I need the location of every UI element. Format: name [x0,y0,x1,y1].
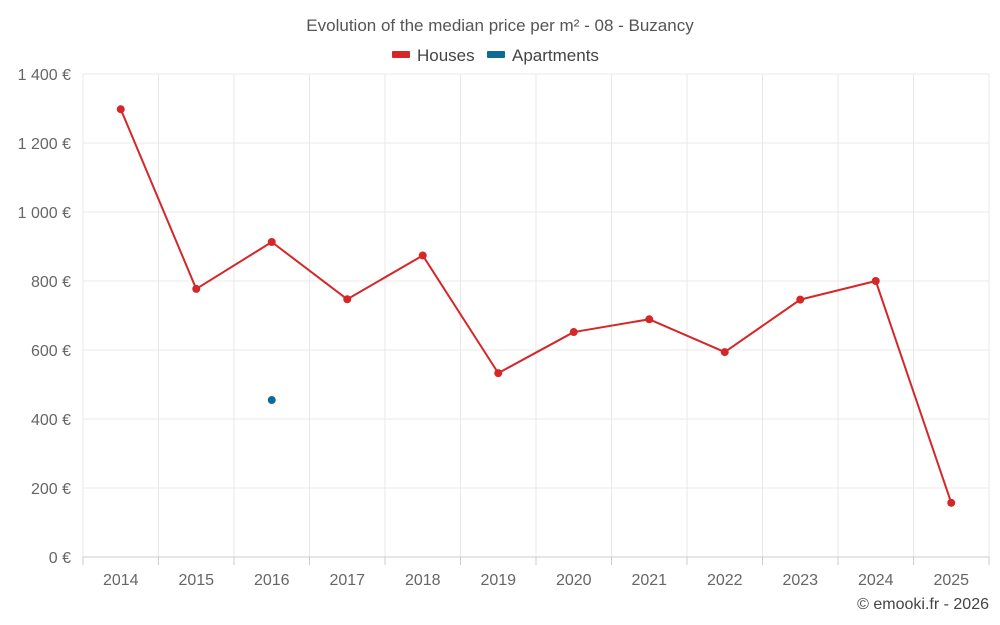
axes: 0 € 200 € 400 € 600 € 800 € 1 000 € 1 200 € 1 4… [18,67,990,589]
series [116,105,956,507]
data-point-houses-2021[interactable] [645,315,654,324]
chart-title: Evolution of the median price per m² - 0… [306,16,694,35]
series-line-houses [119,108,953,504]
data-point-houses-2020[interactable] [569,328,578,337]
x-tick-label: 2024 [858,572,894,589]
legend[interactable]: Houses Apartments [392,46,599,65]
y-tick-label: 1 200 € [18,136,71,153]
y-tick-label: 400 € [31,412,71,429]
x-tick-label: 2023 [782,572,818,589]
data-point-houses-2018[interactable] [418,251,427,260]
y-tick-label: 1 400 € [18,67,71,84]
chart-credit: © emooki.fr - 2026 [857,596,989,613]
series-apartments [267,396,276,405]
data-point-houses-2014[interactable] [116,105,125,114]
data-point-houses-2022[interactable] [720,348,729,357]
data-point-houses-2023[interactable] [796,295,805,304]
series-houses [116,105,956,507]
x-tick-label: 2018 [405,572,441,589]
legend-swatch [487,51,505,58]
data-point-apartments-2016[interactable] [267,396,276,405]
x-tick-label: 2017 [329,572,365,589]
legend-label: Apartments [512,46,599,65]
data-point-houses-2015[interactable] [192,284,201,293]
x-tick-label: 2014 [103,572,139,589]
data-point-houses-2016[interactable] [267,238,276,247]
y-tick-label: 200 € [31,481,71,498]
data-point-houses-2019[interactable] [494,369,503,378]
data-point-houses-2017[interactable] [343,295,352,304]
x-tick-label: 2016 [254,572,290,589]
x-tick-label: 2022 [707,572,743,589]
x-tick-label: 2015 [178,572,214,589]
legend-item-houses[interactable]: Houses [392,46,475,65]
x-tick-label: 2025 [933,572,969,589]
y-tick-label: 1 000 € [18,205,71,222]
grid [82,73,990,557]
x-tick-label: 2019 [480,572,516,589]
data-point-houses-2025[interactable] [947,498,956,507]
y-tick-label: 600 € [31,343,71,360]
x-tick-label: 2021 [631,572,667,589]
y-tick-label: 800 € [31,274,71,291]
data-point-houses-2024[interactable] [871,277,880,285]
legend-swatch [392,51,410,58]
legend-item-apartments[interactable]: Apartments [487,46,599,65]
x-tick-label: 2020 [556,572,592,589]
y-tick-label: 0 € [49,550,71,567]
legend-label: Houses [417,46,475,65]
